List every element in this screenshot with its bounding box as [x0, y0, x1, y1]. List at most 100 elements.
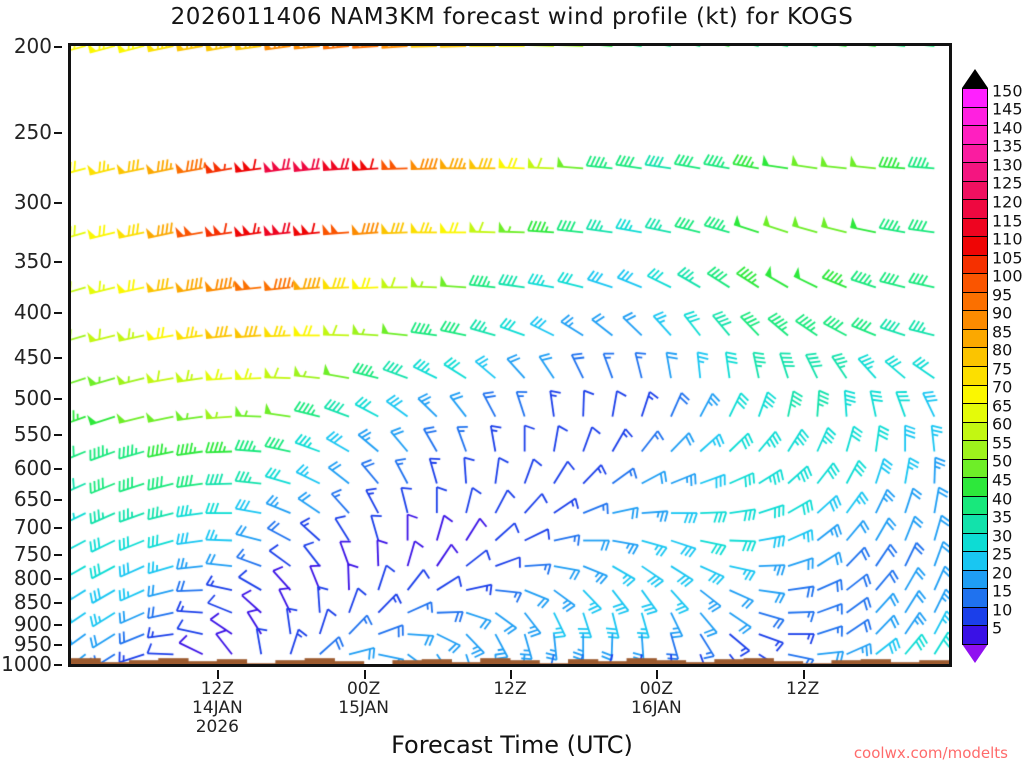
- y-axis-tick: [54, 623, 62, 626]
- x-axis-tick: [656, 670, 659, 679]
- x-axis-tick: [363, 670, 366, 679]
- colorbar-swatch: [962, 291, 988, 312]
- wind-profile-plot[interactable]: [68, 43, 952, 667]
- colorbar-swatch: [962, 477, 988, 497]
- x-axis-tick: [510, 670, 512, 679]
- colorbar-swatch: [962, 310, 988, 330]
- y-axis-tick: [54, 527, 62, 530]
- colorbar-tick-label: 75: [992, 359, 1013, 379]
- colorbar-swatch: [962, 199, 988, 219]
- colorbar-swatch: [962, 421, 988, 442]
- colorbar-tick-label: 135: [992, 136, 1023, 156]
- barb-canvas: [71, 46, 949, 664]
- colorbar-tick-label: 20: [992, 563, 1013, 583]
- colorbar-tick-label: 60: [992, 414, 1013, 434]
- y-axis-tick: [54, 260, 62, 263]
- x-axis-tick-label: 12Z: [786, 680, 819, 699]
- colorbar-swatch: [962, 551, 988, 571]
- y-axis-tick: [54, 467, 62, 470]
- x-axis-tick-label: 12Z: [493, 680, 526, 699]
- colorbar-swatch: [962, 347, 988, 367]
- colorbar-tick-label: 110: [992, 229, 1023, 249]
- y-axis-tick: [54, 312, 62, 315]
- y-axis-tick-label: 750: [13, 541, 52, 566]
- y-axis-tick-label: 1000: [1, 652, 52, 676]
- colorbar-swatch: [962, 217, 988, 238]
- y-axis-tick-label: 400: [13, 300, 52, 325]
- colorbar-tick-label: 85: [992, 322, 1013, 342]
- y-axis-tick-label: 500: [13, 385, 52, 410]
- colorbar-tick-label: 115: [992, 211, 1023, 230]
- colorbar-tick-label: 100: [992, 266, 1023, 286]
- colorbar-tick-label: 35: [992, 507, 1013, 527]
- colorbar-tick-label: 40: [992, 489, 1013, 508]
- tick-year: 2026: [195, 717, 239, 737]
- colorbar: 150 145 140 135 130 125 120 115 110 105 100 95 90 85 8…: [962, 69, 1023, 663]
- y-axis-tick: [54, 498, 62, 501]
- colorbar-swatch: [962, 569, 988, 590]
- y-axis-tick-label: 200: [13, 34, 52, 58]
- y-axis-tick: [54, 601, 62, 604]
- colorbar-swatch: [962, 514, 988, 534]
- y-axis-tick-label: 250: [13, 119, 52, 144]
- y-axis-tick-label: 650: [13, 486, 52, 511]
- y-axis-tick-label: 700: [13, 515, 52, 540]
- y-axis-tick-label: 350: [13, 248, 52, 273]
- x-axis-tick: [802, 670, 805, 679]
- colorbar-swatch: [962, 254, 988, 275]
- colorbar-tick-label: 30: [992, 526, 1013, 546]
- y-axis-tick-label: 850: [13, 589, 52, 614]
- colorbar-swatch: [962, 162, 988, 182]
- colorbar-tick-label: 25: [992, 544, 1013, 564]
- y-axis-tick-label: 600: [13, 455, 52, 480]
- colorbar-swatch: [962, 495, 988, 516]
- colorbar-tick-label: 5: [992, 618, 1003, 638]
- colorbar-tick-label: 65: [992, 396, 1013, 416]
- y-axis-labels: 200 250 300 350 400 450 500 550 600 650 700 750 800 8…: [0, 34, 62, 676]
- colorbar-tick-label: 145: [992, 99, 1023, 119]
- colorbar-swatch: [962, 143, 988, 164]
- colorbar-bottom-arrow-icon: [962, 644, 988, 663]
- x-axis-title: Forecast Time (UTC): [391, 731, 633, 759]
- x-axis-tick: [217, 670, 220, 679]
- colorbar-tick-label: 55: [992, 433, 1013, 453]
- tick-time: 12Z: [200, 679, 234, 699]
- colorbar-swatch: [962, 125, 988, 145]
- colorbar-swatch: [962, 532, 988, 553]
- tick-date: 14JAN: [192, 698, 243, 718]
- colorbar-swatch: [962, 106, 988, 127]
- tick-time: 12Z: [785, 679, 820, 699]
- y-axis-tick: [54, 131, 62, 134]
- colorbar-tick-label: 45: [992, 470, 1013, 490]
- colorbar-swatch: [962, 328, 988, 349]
- colorbar-tick-label: 140: [992, 118, 1023, 138]
- y-axis-tick: [54, 578, 62, 581]
- colorbar-swatch: [962, 273, 988, 293]
- y-axis-tick-label: 800: [13, 566, 52, 591]
- y-axis-tick: [54, 553, 62, 556]
- colorbar-swatch: [962, 588, 988, 608]
- tick-time: 12Z: [493, 679, 527, 699]
- colorbar-swatch: [962, 180, 988, 201]
- tick-date: 16JAN: [631, 698, 682, 718]
- y-axis-tick-label: 950: [13, 632, 52, 657]
- colorbar-tick-label: 105: [992, 248, 1023, 268]
- x-axis-tick-label: 12Z 14JAN 2026: [192, 680, 243, 737]
- colorbar-top-arrow-icon: [962, 69, 988, 88]
- colorbar-tick-label: 70: [992, 377, 1013, 397]
- watermark: coolwx.com/modelts: [853, 744, 1008, 762]
- tick-time: 00Z: [346, 679, 381, 699]
- colorbar-tick-label: 10: [992, 600, 1013, 620]
- y-axis-tick-label: 550: [13, 422, 52, 447]
- colorbar-tick-label: 90: [992, 303, 1013, 323]
- y-axis-tick: [54, 397, 62, 400]
- colorbar-swatch: [962, 440, 988, 460]
- x-axis-tick-label: 00Z 15JAN: [338, 680, 389, 718]
- tick-time: 00Z: [639, 679, 673, 699]
- colorbar-swatch: [962, 384, 988, 405]
- colorbar-tick-label: 150: [992, 81, 1023, 101]
- y-axis-tick-label: 450: [13, 345, 52, 370]
- y-axis-tick-label: 900: [13, 611, 52, 636]
- x-axis-tick-label: 00Z 16JAN: [631, 680, 682, 718]
- y-axis-tick: [54, 434, 62, 437]
